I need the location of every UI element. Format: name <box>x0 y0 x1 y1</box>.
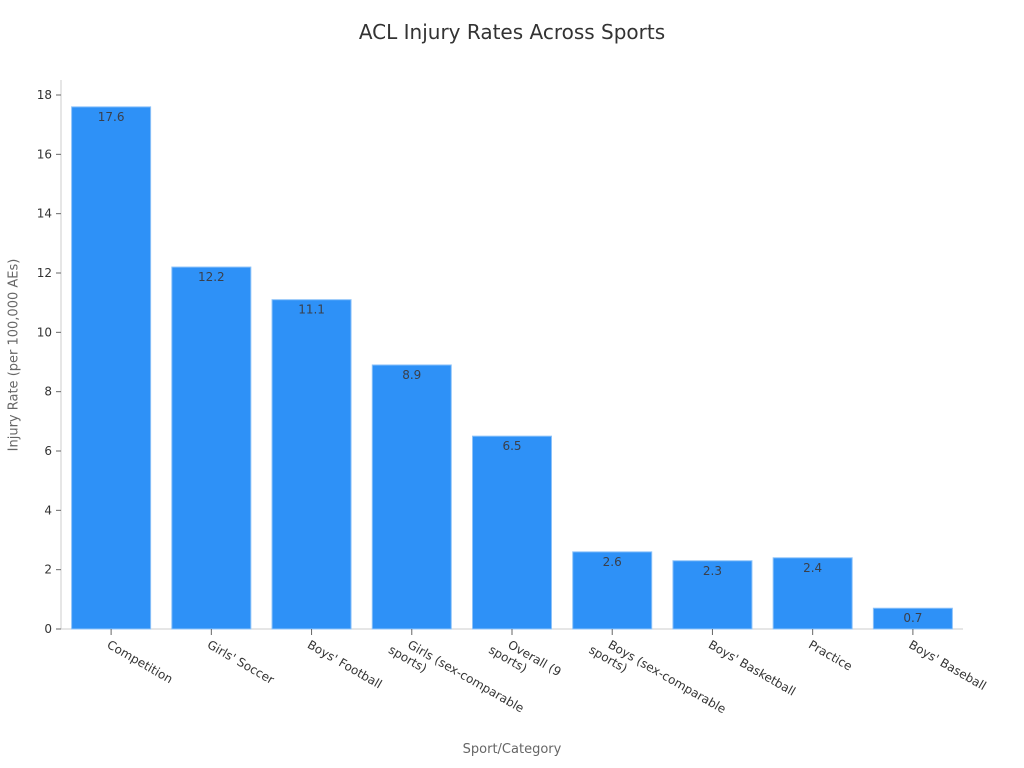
bar-value-label: 11.1 <box>298 303 325 317</box>
x-tick-label: Boys' Football <box>305 637 384 691</box>
svg-text:Competition: Competition <box>105 637 176 686</box>
y-tick-label: 14 <box>37 207 52 221</box>
svg-text:Girls' Soccer: Girls' Soccer <box>205 637 277 687</box>
chart-title: ACL Injury Rates Across Sports <box>358 20 666 44</box>
bar-value-label: 12.2 <box>198 270 225 284</box>
bar-value-label: 6.5 <box>502 439 521 453</box>
svg-text:Boys' Football: Boys' Football <box>305 637 384 691</box>
y-tick-label: 4 <box>44 503 52 517</box>
bar-value-label: 2.6 <box>603 555 622 569</box>
svg-text:Boys' Baseball: Boys' Baseball <box>906 637 988 693</box>
y-tick-label: 6 <box>44 444 52 458</box>
bar-value-label: 17.6 <box>98 110 125 124</box>
y-tick-label: 16 <box>37 147 52 161</box>
x-tick-label: Girls' Soccer <box>205 637 277 687</box>
x-tick-label: Boys' Baseball <box>906 637 988 693</box>
bar[interactable] <box>472 435 552 630</box>
y-tick-label: 0 <box>44 622 52 636</box>
svg-text:Boys' Basketball: Boys' Basketball <box>706 637 798 698</box>
bar[interactable] <box>672 560 753 630</box>
y-tick-label: 18 <box>37 88 52 102</box>
y-tick-label: 12 <box>37 266 52 280</box>
x-tick-label: Practice <box>806 637 855 673</box>
bar-value-label: 2.4 <box>803 561 822 575</box>
y-tick-label: 10 <box>37 325 52 339</box>
x-tick-label: Competition <box>105 637 176 686</box>
x-axis-label: Sport/Category <box>462 742 562 757</box>
bar-value-label: 0.7 <box>903 611 922 625</box>
y-tick-label: 2 <box>44 563 52 577</box>
bar[interactable] <box>271 299 352 630</box>
y-tick-label: 8 <box>44 385 52 399</box>
bar-value-label: 2.3 <box>703 564 722 578</box>
bar[interactable] <box>171 266 252 630</box>
x-tick-label: Boys' Basketball <box>706 637 798 698</box>
bar[interactable] <box>371 364 452 630</box>
bar-value-label: 8.9 <box>402 368 421 382</box>
bar[interactable] <box>772 557 853 630</box>
svg-text:Practice: Practice <box>806 637 855 673</box>
bar[interactable] <box>71 106 152 630</box>
